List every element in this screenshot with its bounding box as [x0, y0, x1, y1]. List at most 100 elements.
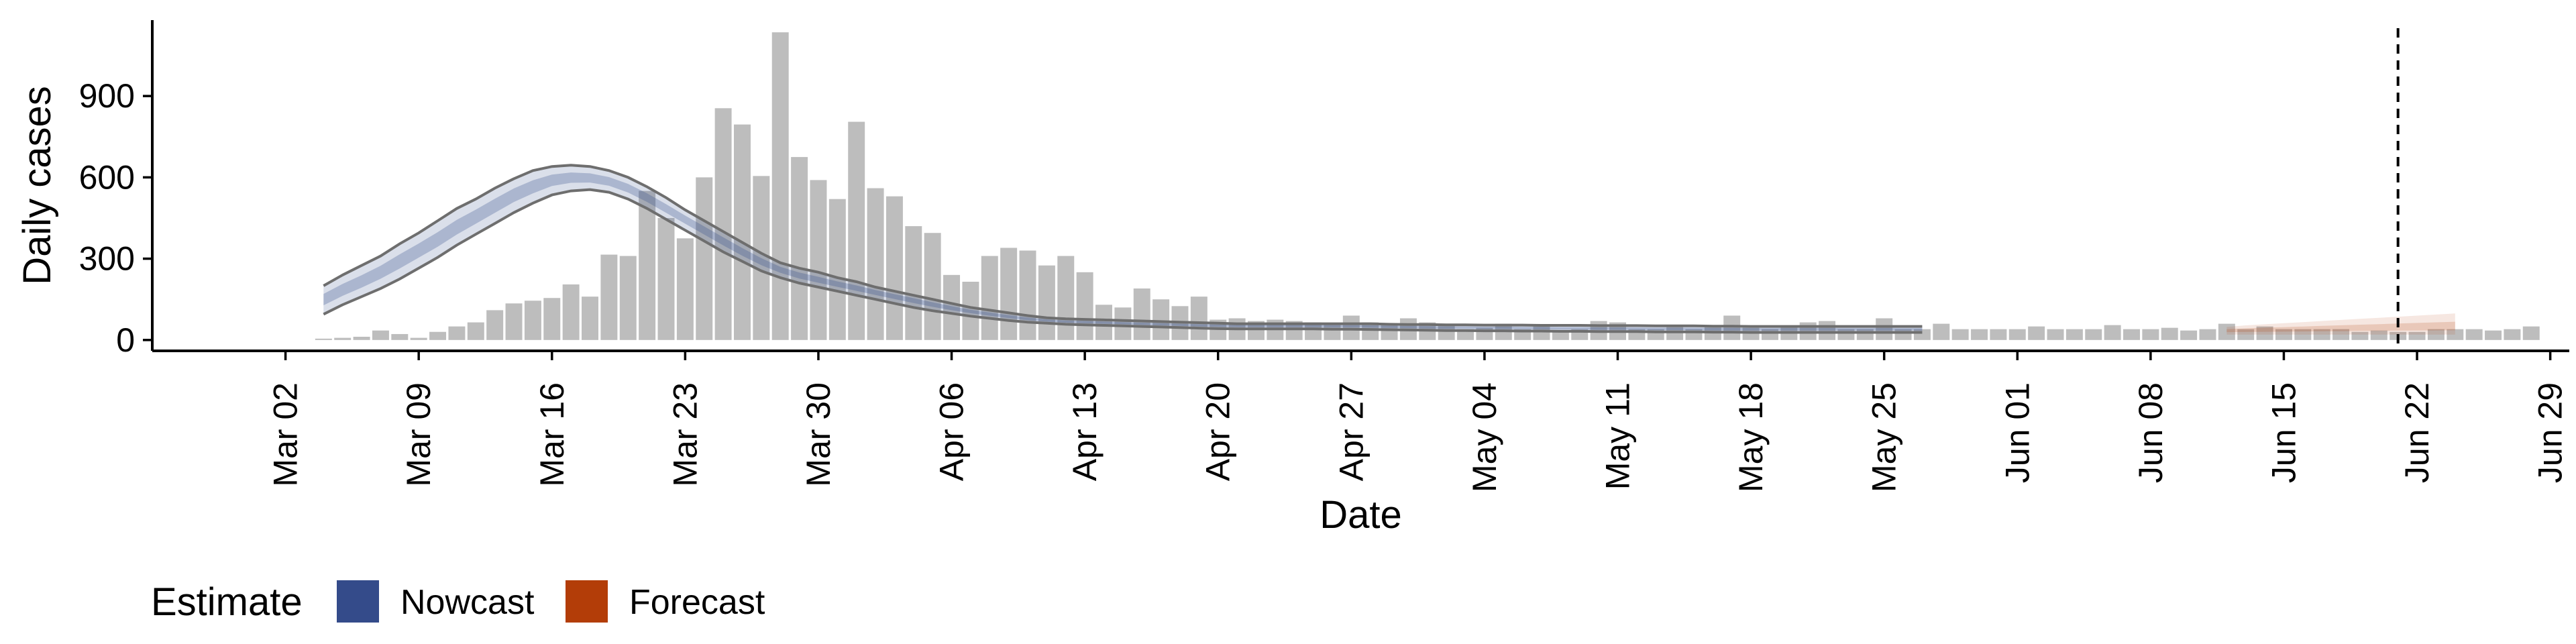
- bar-4: [391, 333, 409, 340]
- bar-32: [924, 233, 941, 340]
- bar-111: [2427, 329, 2445, 340]
- x-tick-label-apr-13: Apr 13: [1066, 382, 1104, 481]
- bar-17: [639, 191, 656, 340]
- bar-26: [810, 180, 827, 340]
- bar-92: [2065, 329, 2083, 340]
- bar-115: [2504, 329, 2521, 340]
- bar-106: [2332, 329, 2350, 340]
- y-tick-label-300: 300: [79, 240, 135, 278]
- bar-100: [2218, 323, 2235, 340]
- bar-46: [1190, 297, 1208, 340]
- bar-43: [1133, 288, 1150, 340]
- bar-93: [2085, 329, 2102, 340]
- y-tick-label-0: 0: [116, 321, 135, 359]
- bar-87: [1971, 329, 1988, 340]
- bar-56: [1381, 323, 1398, 340]
- y-axis-title: Daily cases: [15, 86, 59, 285]
- bar-112: [2447, 329, 2464, 340]
- bar-91: [2047, 329, 2064, 340]
- bar-53: [1324, 323, 1341, 340]
- bar-41: [1095, 305, 1112, 340]
- bar-40: [1076, 272, 1093, 340]
- bar-9: [486, 310, 504, 340]
- x-tick-label-apr-27: Apr 27: [1332, 382, 1370, 481]
- x-tick-label-mar-09: Mar 09: [400, 382, 437, 487]
- bar-22: [733, 124, 751, 340]
- bar-42: [1114, 307, 1132, 340]
- bar-114: [2485, 330, 2502, 340]
- bar-104: [2294, 329, 2312, 340]
- x-tick-label-apr-20: Apr 20: [1199, 382, 1237, 481]
- legend-label-forecast: Forecast: [629, 583, 765, 622]
- bar-11: [524, 301, 541, 340]
- bar-98: [2180, 330, 2198, 340]
- bar-5: [410, 337, 427, 340]
- bar-33: [943, 274, 961, 340]
- x-tick-label-jun-01: Jun 01: [1998, 382, 2036, 483]
- bar-29: [867, 188, 884, 340]
- x-tick-label-may-11: May 11: [1599, 382, 1637, 490]
- bar-8: [467, 322, 484, 340]
- bar-79: [1819, 321, 1836, 340]
- bar-31: [905, 226, 922, 340]
- nowcast-lower-line: [323, 188, 1923, 334]
- bar-95: [2123, 329, 2140, 340]
- bar-2: [353, 336, 370, 340]
- bar-14: [582, 297, 598, 340]
- x-tick-label-mar-30: Mar 30: [800, 382, 837, 487]
- bar-1: [334, 337, 352, 340]
- bar-103: [2275, 329, 2292, 340]
- bar-90: [2028, 326, 2045, 340]
- bar-94: [2104, 325, 2121, 340]
- bar-15: [600, 254, 618, 340]
- bar-25: [791, 157, 808, 340]
- x-tick-label-mar-16: Mar 16: [533, 382, 571, 487]
- nowcast-upper-line: [323, 164, 1923, 328]
- bar-19: [676, 238, 694, 340]
- bar-99: [2199, 329, 2216, 340]
- bar-75: [1742, 327, 1760, 340]
- bar-82: [1876, 318, 1893, 340]
- bar-59: [1438, 323, 1455, 340]
- legend-title: Estimate: [151, 580, 303, 624]
- bar-113: [2465, 329, 2483, 340]
- bar-97: [2161, 327, 2178, 340]
- x-tick-label-mar-23: Mar 23: [666, 382, 704, 487]
- bar-116: [2522, 326, 2540, 340]
- bar-52: [1305, 322, 1322, 340]
- bar-27: [828, 199, 846, 340]
- bar-37: [1019, 250, 1036, 340]
- bar-13: [562, 284, 580, 340]
- x-tick-label-jun-29: Jun 29: [2532, 382, 2569, 483]
- bar-3: [372, 330, 389, 340]
- bar-55: [1362, 322, 1379, 340]
- legend-swatch-forecast: [566, 580, 608, 623]
- bar-0: [315, 338, 332, 340]
- bar-107: [2351, 331, 2369, 340]
- y-tick-label-900: 900: [79, 77, 135, 115]
- bar-7: [448, 326, 466, 340]
- y-tick-label-600: 600: [79, 158, 135, 196]
- x-tick-label-mar-02: Mar 02: [267, 382, 305, 487]
- bar-38: [1038, 265, 1055, 340]
- bar-54: [1342, 315, 1360, 340]
- bar-110: [2408, 331, 2426, 340]
- bar-101: [2237, 329, 2255, 340]
- x-tick-label-may-25: May 25: [1866, 382, 1903, 492]
- bar-108: [2370, 330, 2387, 340]
- bar-36: [1000, 248, 1018, 340]
- bar-34: [962, 281, 979, 340]
- bar-12: [543, 298, 561, 340]
- bar-21: [714, 108, 732, 340]
- bar-65: [1552, 330, 1569, 340]
- bar-24: [771, 32, 789, 340]
- x-tick-label-jun-08: Jun 08: [2132, 382, 2169, 483]
- legend-swatch-nowcast: [337, 580, 379, 623]
- x-tick-label-apr-06: Apr 06: [933, 382, 971, 481]
- bar-18: [657, 217, 675, 340]
- bar-102: [2256, 326, 2273, 340]
- bar-89: [2008, 329, 2026, 340]
- bar-20: [696, 177, 713, 340]
